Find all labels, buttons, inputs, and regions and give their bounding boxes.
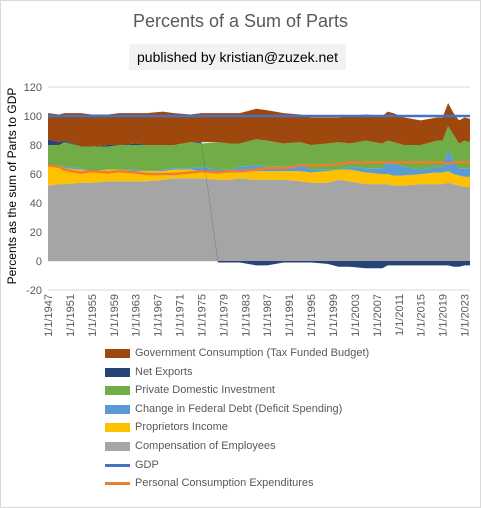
legend-label: Change in Federal Debt (Deficit Spending… [135, 402, 343, 415]
area-government-consumption-tax-funded-budget [48, 102, 470, 147]
legend-swatch [105, 482, 130, 486]
legend-label: Personal Consumption Expenditures [135, 477, 314, 490]
y-tick-label: 100 [24, 111, 42, 123]
x-tick-label: 1/1/2015 [416, 294, 428, 337]
area-private-domestic-investment [48, 126, 470, 172]
x-tick-label: 1/1/1995 [306, 294, 318, 337]
line-personal-consumption-expenditures [47, 161, 470, 176]
legend-swatch [105, 442, 130, 451]
y-tick-label: 80 [30, 140, 42, 152]
y-tick-label: 60 [30, 169, 42, 181]
legend-swatch [105, 386, 130, 396]
legend-swatch [105, 463, 130, 467]
y-tick-label: 20 [30, 227, 42, 239]
area-compensation-of-employees [48, 178, 470, 261]
x-tick-label: 1/1/1959 [109, 294, 121, 337]
x-tick-label: 1/1/1987 [262, 294, 274, 337]
y-tick-label: 0 [36, 256, 42, 268]
legend-swatch [105, 367, 130, 377]
x-tick-label: 1/1/2003 [350, 294, 362, 337]
legend-label: Proprietors Income [135, 421, 228, 434]
y-tick-label: 120 [24, 82, 42, 94]
legend-label: Government Consumption (Tax Funded Budge… [135, 347, 370, 359]
area-change-in-federal-debt-deficit-spending [48, 149, 470, 177]
y-tick-label: 40 [30, 198, 42, 210]
x-tick-label: 1/1/1967 [153, 294, 165, 337]
x-tick-label: 1/1/1983 [240, 294, 252, 337]
x-tick-label: 1/1/1951 [65, 294, 77, 337]
x-tick-label: 1/1/2011 [394, 294, 406, 336]
x-tick-label: 1/1/2019 [438, 294, 450, 337]
chart-title: Percents of a Sum of Parts [132, 11, 349, 31]
x-tick-label: 1/1/2023 [460, 294, 472, 337]
x-tick-label: 1/1/1955 [87, 294, 99, 337]
x-tick-label: 1/1/1999 [328, 294, 340, 337]
legend-label: GDP [135, 458, 159, 471]
x-tick-label: 1/1/2007 [372, 294, 384, 337]
x-tick-label: 1/1/1963 [131, 294, 143, 337]
legend-label: Private Domestic Investment [135, 384, 275, 397]
legend-label: Net Exports [135, 365, 193, 378]
legend-swatch [105, 423, 130, 433]
y-tick-label: -20 [26, 285, 42, 297]
legend-swatch [105, 404, 130, 414]
legend-label: Compensation of Employees [135, 440, 276, 452]
x-tick-label: 1/1/1991 [284, 294, 296, 337]
publisher-label: published by kristian@zuzek.net [129, 44, 346, 70]
x-tick-label: 1/1/1971 [175, 294, 187, 337]
x-tick-label: 1/1/1947 [43, 294, 55, 337]
area-proprietors-income [48, 165, 470, 188]
x-tick-label: 1/1/1979 [218, 294, 230, 337]
legend-swatch [105, 349, 130, 358]
x-tick-label: 1/1/1975 [196, 294, 208, 337]
